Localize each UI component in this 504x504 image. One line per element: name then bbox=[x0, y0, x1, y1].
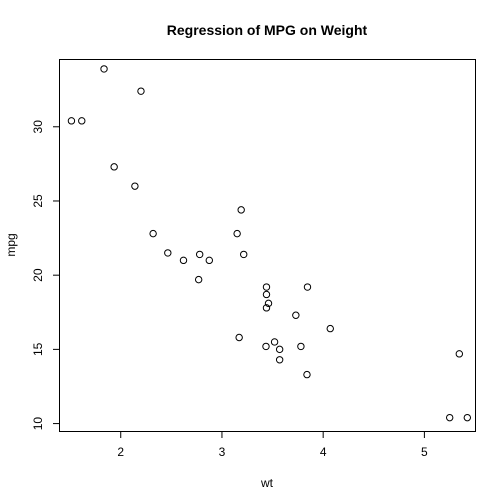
data-point bbox=[303, 283, 312, 291]
data-point bbox=[297, 342, 305, 351]
x-axis-label: wt bbox=[260, 476, 274, 490]
data-point bbox=[262, 304, 271, 312]
plot-frame bbox=[59, 59, 476, 432]
data-point bbox=[270, 338, 279, 346]
data-point bbox=[240, 250, 248, 259]
y-tick-label: 10 bbox=[31, 417, 45, 431]
chart-title: Regression of MPG on Weight bbox=[167, 22, 368, 38]
data-point bbox=[194, 275, 203, 284]
x-tick-label: 2 bbox=[117, 445, 124, 459]
data-point bbox=[110, 163, 118, 171]
x-axis: 2 3 4 5 bbox=[117, 431, 428, 459]
data-point bbox=[205, 256, 213, 265]
data-point bbox=[131, 182, 139, 190]
data-point bbox=[275, 356, 284, 364]
y-tick-label: 30 bbox=[31, 120, 45, 134]
data-point bbox=[262, 283, 271, 291]
y-tick-label: 25 bbox=[31, 194, 45, 208]
data-point bbox=[149, 229, 157, 238]
x-tick-label: 3 bbox=[219, 445, 226, 459]
data-point bbox=[233, 229, 241, 238]
data-point bbox=[164, 249, 172, 257]
y-axis: 10 15 20 25 30 bbox=[31, 120, 60, 430]
data-point bbox=[137, 87, 145, 95]
y-tick-label: 15 bbox=[31, 342, 45, 356]
data-points bbox=[67, 65, 472, 422]
data-point bbox=[455, 350, 464, 358]
data-point bbox=[78, 117, 86, 125]
data-point bbox=[179, 256, 188, 265]
data-point bbox=[264, 299, 273, 308]
x-tick-label: 4 bbox=[320, 445, 327, 459]
data-point bbox=[303, 370, 311, 379]
data-point bbox=[262, 290, 271, 299]
data-point bbox=[262, 342, 270, 351]
data-point bbox=[275, 345, 284, 354]
data-point bbox=[235, 333, 243, 342]
y-tick-label: 20 bbox=[31, 268, 45, 282]
data-point bbox=[463, 413, 472, 422]
data-point bbox=[326, 324, 334, 333]
data-point bbox=[67, 117, 76, 125]
y-axis-label: mpg bbox=[4, 233, 18, 256]
data-point bbox=[292, 311, 300, 319]
data-point bbox=[195, 250, 204, 259]
data-point bbox=[445, 413, 454, 422]
data-point bbox=[100, 65, 108, 73]
data-point bbox=[237, 206, 245, 214]
x-tick-label: 5 bbox=[421, 445, 428, 459]
